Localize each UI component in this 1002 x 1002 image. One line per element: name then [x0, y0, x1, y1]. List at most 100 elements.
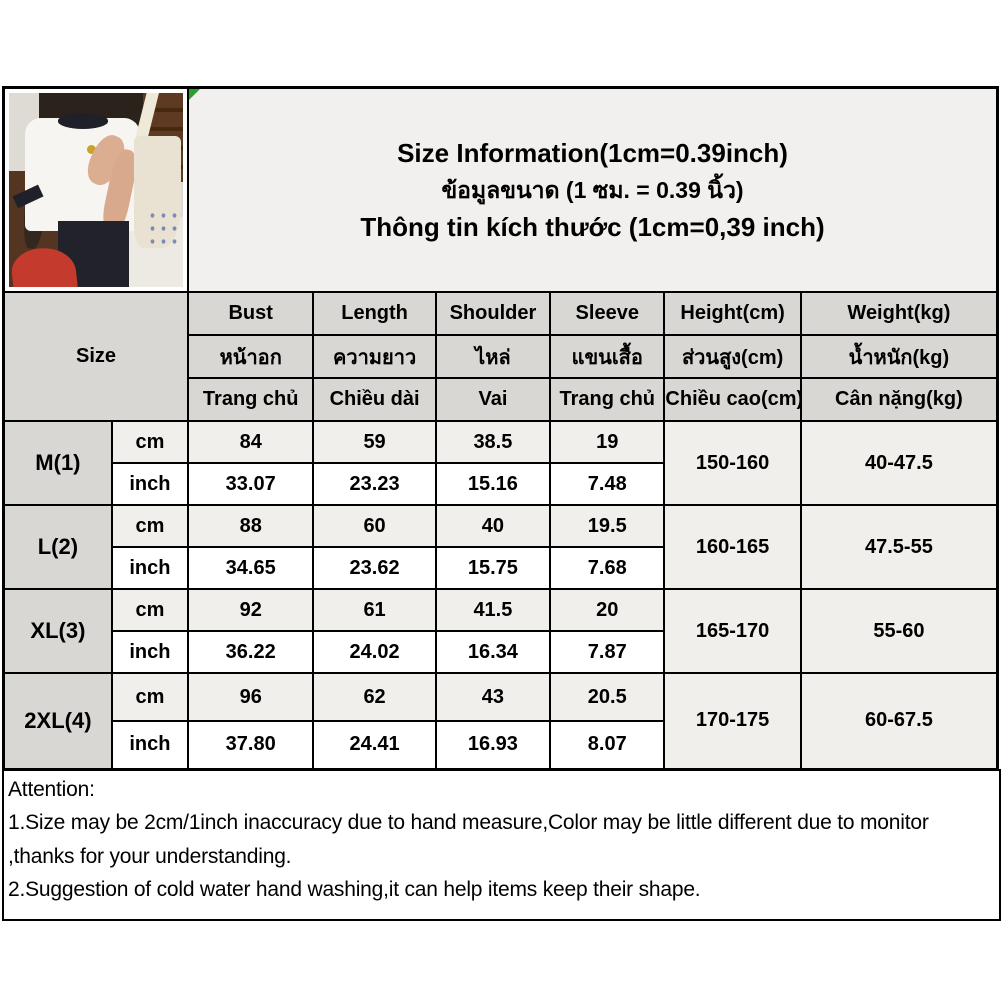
header-height-en: Height(cm): [663, 291, 802, 336]
size-chart-container: Size Information(1cm=0.39inch) ข้อมูลขนา…: [2, 86, 1001, 921]
weight-range: 40-47.5: [799, 420, 999, 506]
unit-cm: cm: [110, 672, 190, 722]
green-corner-icon: [190, 89, 201, 100]
header-weight-en: Weight(kg): [799, 291, 999, 336]
size-row-inch: inch 33.07 23.23 15.16 7.48: [4, 462, 998, 506]
value-cm: 84: [187, 420, 315, 464]
size-row-cm: 2XL(4) cm 96 62 43 20.5 170-175 60-67.5: [2, 672, 999, 770]
product-photo-cell: [2, 86, 190, 293]
value-cm: 61: [312, 588, 437, 632]
photo-black-collar: [57, 113, 109, 129]
size-row-cm: M(1) cm 84 59 38.5 19 150-160 40-47.5: [2, 420, 999, 506]
size-label: 2XL(4): [2, 672, 113, 770]
header-sleeve-th: แขนเสื้อ: [549, 334, 666, 379]
value-cm: 59: [312, 420, 437, 464]
value-cm: 20: [549, 588, 666, 632]
size-table: Size Information(1cm=0.39inch) ข้อมูลขนา…: [2, 86, 999, 771]
photo-bag-pattern: [146, 209, 178, 245]
product-photo: [9, 93, 184, 287]
unit-cm: cm: [110, 420, 190, 464]
header-shoulder-en: Shoulder: [434, 291, 552, 336]
header-row-vietnamese: Trang chủ Chiều dài Vai Trang chủ Chiều …: [4, 377, 999, 422]
value-cm: 96: [187, 672, 315, 722]
unit-cm: cm: [110, 588, 190, 632]
value-inch: 37.80: [187, 720, 315, 770]
value-cm: 19: [549, 420, 666, 464]
value-inch: 24.02: [312, 630, 437, 674]
value-cm: 60: [312, 504, 437, 548]
header-height-th: ส่วนสูง(cm): [663, 334, 802, 379]
header-bust-th: หน้าอก: [187, 334, 315, 379]
value-cm: 20.5: [549, 672, 666, 722]
value-cm: 41.5: [434, 588, 552, 632]
header-weight-vi: Cân nặng(kg): [799, 377, 999, 422]
size-row-inch: inch 34.65 23.62 15.75 7.68: [4, 546, 998, 590]
value-cm: 62: [312, 672, 437, 722]
attention-line-1: 1.Size may be 2cm/1inch inaccuracy due t…: [8, 811, 929, 834]
header-sleeve-vi: Trang chủ: [549, 377, 666, 422]
size-label: L(2): [2, 504, 113, 590]
height-range: 170-175: [663, 672, 802, 770]
attention-title: Attention:: [8, 777, 95, 801]
value-inch: 23.23: [312, 462, 437, 506]
value-inch: 15.75: [434, 546, 552, 590]
unit-inch: inch: [110, 546, 190, 590]
value-inch: 33.07: [187, 462, 315, 506]
weight-range: 47.5-55: [799, 504, 999, 590]
header-row-english: Size Bust Length Shoulder Sleeve Height(…: [2, 291, 999, 422]
header-shoulder-vi: Vai: [434, 377, 552, 422]
height-range: 160-165: [663, 504, 802, 590]
unit-inch: inch: [110, 630, 190, 674]
header-sleeve-en: Sleeve: [549, 291, 666, 336]
attention-box: Attention: 1.Size may be 2cm/1inch inacc…: [2, 768, 1001, 921]
size-label: XL(3): [2, 588, 113, 674]
unit-inch: inch: [110, 720, 190, 770]
unit-cm: cm: [110, 504, 190, 548]
header-length-th: ความยาว: [312, 334, 437, 379]
size-column-header: Size: [2, 291, 190, 422]
header-shoulder-th: ไหล่: [434, 334, 552, 379]
weight-range: 55-60: [799, 588, 999, 674]
value-cm: 43: [434, 672, 552, 722]
value-inch: 7.48: [549, 462, 666, 506]
header-bust-en: Bust: [187, 291, 315, 336]
header-height-vi: Chiều cao(cm): [663, 377, 802, 422]
title-cell: Size Information(1cm=0.39inch) ข้อมูลขนา…: [187, 86, 999, 293]
value-cm: 38.5: [434, 420, 552, 464]
header-length-en: Length: [312, 291, 437, 336]
value-inch: 7.87: [549, 630, 666, 674]
height-range: 165-170: [663, 588, 802, 674]
top-row: Size Information(1cm=0.39inch) ข้อมูลขนา…: [2, 86, 999, 293]
header-bust-vi: Trang chủ: [187, 377, 315, 422]
header-row-thai: หน้าอก ความยาว ไหล่ แขนเสื้อ ส่วนสูง(cm)…: [4, 334, 999, 379]
value-inch: 36.22: [187, 630, 315, 674]
value-cm: 92: [187, 588, 315, 632]
size-row-inch: inch 36.22 24.02 16.34 7.87: [4, 630, 998, 674]
unit-inch: inch: [110, 462, 190, 506]
title-english: Size Information(1cm=0.39inch): [397, 137, 788, 168]
value-inch: 23.62: [312, 546, 437, 590]
value-cm: 40: [434, 504, 552, 548]
size-row-cm: XL(3) cm 92 61 41.5 20 165-170 55-60: [2, 588, 999, 674]
attention-line-3: 2.Suggestion of cold water hand washing,…: [8, 878, 701, 901]
size-row-cm: L(2) cm 88 60 40 19.5 160-165 47.5-55: [2, 504, 999, 590]
title-block: Size Information(1cm=0.39inch) ข้อมูลขนา…: [190, 135, 995, 246]
size-row-inch: inch 37.80 24.41 16.93 8.07: [4, 720, 998, 770]
attention-line-2: ,thanks for your understanding.: [8, 844, 292, 868]
title-vietnamese: Thông tin kích thước (1cm=0,39 inch): [360, 211, 825, 242]
value-inch: 24.41: [312, 720, 437, 770]
header-length-vi: Chiều dài: [312, 377, 437, 422]
value-inch: 15.16: [434, 462, 552, 506]
header-weight-th: น้ำหนัก(kg): [799, 334, 999, 379]
value-inch: 16.34: [434, 630, 552, 674]
title-thai: ข้อมูลขนาด (1 ซม. = 0.39 นิ้ว): [441, 176, 744, 203]
value-inch: 34.65: [187, 546, 315, 590]
height-range: 150-160: [663, 420, 802, 506]
value-cm: 19.5: [549, 504, 666, 548]
weight-range: 60-67.5: [799, 672, 999, 770]
value-inch: 7.68: [549, 546, 666, 590]
photo-necklace: [87, 145, 97, 155]
value-inch: 16.93: [434, 720, 552, 770]
size-label: M(1): [2, 420, 113, 506]
